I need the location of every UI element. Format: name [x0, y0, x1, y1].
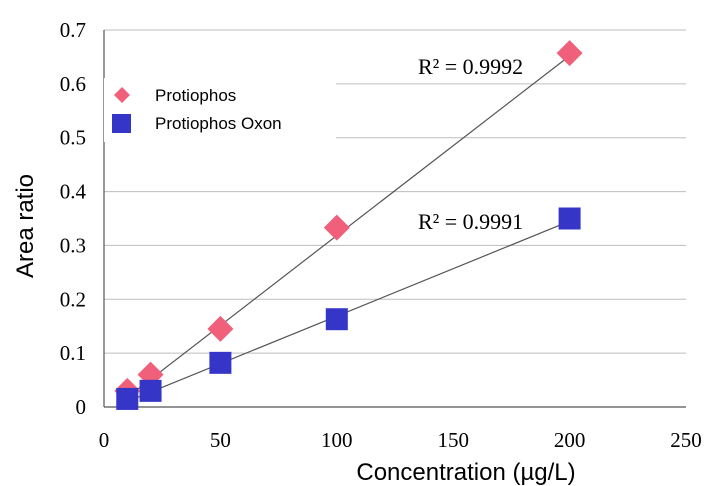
r2-label-protiophos: R² = 0.9992: [418, 54, 523, 79]
x-tick-label-0: 0: [99, 428, 110, 452]
legend: Protiophos Protiophos Oxon: [104, 78, 336, 142]
x-axis-title: Concentration (µg/L): [356, 459, 575, 486]
x-tick-label-5: 250: [670, 428, 702, 452]
legend-label-protiophos-oxon: Protiophos Oxon: [155, 114, 282, 133]
tick-labels: 0 0.1 0.2 0.3 0.4 0.5 0.6 0.7 0 50 100 150 200 250: [60, 18, 702, 452]
y-tick-label-4: 0.4: [60, 180, 87, 204]
y-axis-title: Area ratio: [12, 174, 39, 278]
y-tick-label-5: 0.5: [60, 126, 86, 150]
point-protiophos-oxon-3: [325, 308, 348, 331]
legend-label-protiophos: Protiophos: [155, 86, 236, 105]
trendline-1: [127, 220, 570, 403]
y-tick-label-0: 0: [76, 395, 87, 419]
x-tick-label-4: 200: [554, 428, 586, 452]
x-tick-label-1: 50: [210, 428, 231, 452]
point-protiophos-3: [323, 214, 350, 241]
point-protiophos-oxon-0: [116, 387, 139, 410]
point-protiophos-oxon-4: [558, 207, 581, 230]
point-protiophos-oxon-1: [139, 379, 162, 402]
y-tick-label-1: 0.1: [60, 341, 86, 365]
r2-label-protiophos-oxon: R² = 0.9991: [418, 209, 523, 234]
x-tick-label-2: 100: [321, 428, 353, 452]
point-protiophos-4: [556, 40, 583, 67]
y-tick-label-6: 0.6: [60, 72, 86, 96]
y-tick-label-3: 0.3: [60, 233, 86, 257]
legend-marker-protiophos-oxon: [112, 114, 131, 133]
point-protiophos-oxon-2: [209, 351, 232, 374]
legend-marker-protiophos: [114, 87, 130, 103]
data-points: [114, 40, 583, 410]
y-tick-label-7: 0.7: [60, 18, 86, 42]
x-tick-label-3: 150: [437, 428, 469, 452]
y-tick-label-2: 0.2: [60, 287, 86, 311]
point-protiophos-2: [207, 315, 234, 342]
